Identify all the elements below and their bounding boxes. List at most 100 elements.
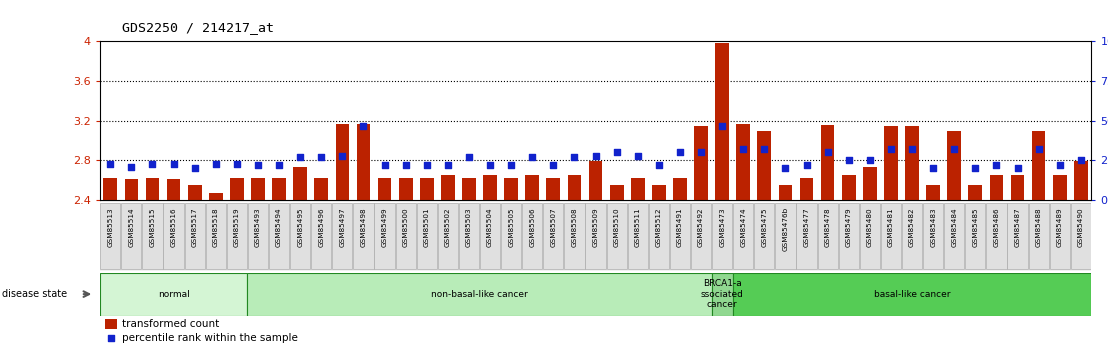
Point: [924, 166, 942, 171]
Bar: [145, 178, 160, 200]
FancyBboxPatch shape: [290, 203, 310, 269]
Bar: [483, 175, 496, 200]
FancyBboxPatch shape: [142, 203, 163, 269]
Text: GSM85506: GSM85506: [530, 207, 535, 247]
FancyBboxPatch shape: [776, 203, 796, 269]
FancyBboxPatch shape: [648, 203, 669, 269]
Point: [102, 161, 120, 166]
Point: [544, 162, 562, 168]
Text: GSM85495: GSM85495: [297, 207, 304, 247]
Point: [819, 150, 837, 155]
Text: GSM85497: GSM85497: [339, 207, 346, 247]
Bar: [525, 175, 540, 200]
Point: [439, 162, 456, 168]
Bar: [968, 185, 982, 200]
Bar: [588, 161, 603, 200]
Bar: [779, 185, 792, 200]
Text: GSM85499: GSM85499: [381, 207, 388, 247]
Text: GSM85496: GSM85496: [318, 207, 325, 247]
Point: [397, 162, 414, 168]
Point: [523, 155, 541, 160]
Bar: [252, 178, 265, 200]
FancyBboxPatch shape: [1049, 203, 1070, 269]
Point: [735, 147, 752, 152]
Point: [714, 123, 731, 128]
FancyBboxPatch shape: [1028, 203, 1049, 269]
Bar: [546, 178, 561, 200]
FancyBboxPatch shape: [417, 203, 437, 269]
Point: [144, 161, 162, 166]
Text: GSM85512: GSM85512: [656, 207, 661, 247]
Text: GSM85503: GSM85503: [466, 207, 472, 247]
Text: GSM85502: GSM85502: [444, 207, 451, 247]
Bar: [420, 178, 433, 200]
FancyBboxPatch shape: [733, 203, 753, 269]
Point: [355, 123, 372, 128]
Text: GSM85490: GSM85490: [1078, 207, 1084, 247]
FancyBboxPatch shape: [396, 203, 416, 269]
Text: GSM85515: GSM85515: [150, 207, 155, 247]
FancyBboxPatch shape: [839, 203, 859, 269]
Text: BRCA1-a
ssociated
cancer: BRCA1-a ssociated cancer: [700, 279, 743, 309]
Bar: [989, 175, 1003, 200]
Bar: [1074, 161, 1088, 200]
Bar: [294, 167, 307, 200]
FancyBboxPatch shape: [818, 203, 838, 269]
Point: [1008, 166, 1026, 171]
Bar: [609, 185, 624, 200]
Text: non-basal-like cancer: non-basal-like cancer: [431, 289, 527, 299]
FancyBboxPatch shape: [501, 203, 521, 269]
Bar: [441, 175, 454, 200]
Text: GSM85478: GSM85478: [824, 207, 831, 247]
FancyBboxPatch shape: [438, 203, 458, 269]
Text: GSM85517: GSM85517: [192, 207, 197, 247]
Text: GSM85487: GSM85487: [1015, 207, 1020, 247]
Text: GSM85481: GSM85481: [888, 207, 894, 247]
Bar: [716, 43, 729, 200]
Point: [608, 150, 626, 155]
FancyBboxPatch shape: [332, 203, 352, 269]
FancyBboxPatch shape: [522, 203, 543, 269]
Point: [502, 162, 520, 168]
Point: [249, 162, 267, 168]
FancyBboxPatch shape: [564, 203, 585, 269]
Bar: [1032, 131, 1046, 200]
Point: [565, 155, 583, 160]
Point: [1050, 162, 1068, 168]
Bar: [947, 131, 961, 200]
Point: [861, 158, 879, 163]
FancyBboxPatch shape: [227, 203, 247, 269]
FancyBboxPatch shape: [269, 203, 289, 269]
Text: GSM85479: GSM85479: [845, 207, 852, 247]
Text: GSM85500: GSM85500: [402, 207, 409, 247]
FancyBboxPatch shape: [185, 203, 205, 269]
Text: GSM85489: GSM85489: [1057, 207, 1063, 247]
Text: GSM85480: GSM85480: [866, 207, 873, 247]
Text: GSM85473: GSM85473: [719, 207, 725, 247]
Point: [966, 166, 984, 171]
Bar: [821, 125, 834, 200]
FancyBboxPatch shape: [923, 203, 943, 269]
FancyBboxPatch shape: [755, 203, 774, 269]
Bar: [378, 178, 391, 200]
Text: basal-like cancer: basal-like cancer: [874, 289, 951, 299]
Bar: [673, 178, 687, 200]
Text: GSM85488: GSM85488: [1036, 207, 1042, 247]
Text: percentile rank within the sample: percentile rank within the sample: [122, 333, 298, 343]
Bar: [504, 178, 519, 200]
Text: GSM85494: GSM85494: [276, 207, 283, 247]
Bar: [926, 185, 940, 200]
FancyBboxPatch shape: [480, 203, 500, 269]
Bar: [124, 179, 138, 200]
Point: [777, 166, 794, 171]
FancyBboxPatch shape: [585, 203, 606, 269]
FancyBboxPatch shape: [248, 203, 268, 269]
FancyBboxPatch shape: [100, 203, 121, 269]
Text: GSM85485: GSM85485: [973, 207, 978, 247]
Point: [756, 147, 773, 152]
FancyBboxPatch shape: [797, 203, 817, 269]
Point: [270, 162, 288, 168]
Point: [460, 155, 478, 160]
FancyBboxPatch shape: [712, 203, 732, 269]
Point: [798, 162, 815, 168]
